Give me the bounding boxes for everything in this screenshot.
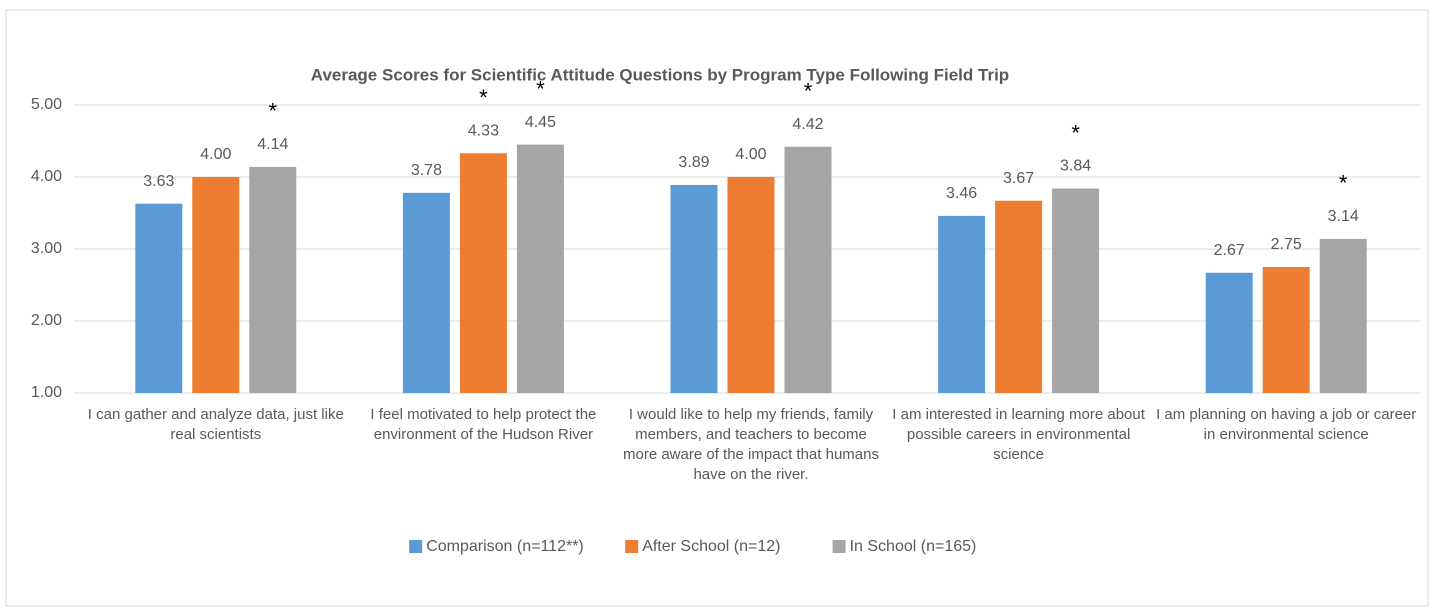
x-tick-label: I feel motivated to help protect the env… — [370, 406, 597, 443]
bar — [727, 177, 775, 393]
y-tick-label: 2.00 — [31, 312, 62, 329]
legend-label: Comparison (n=112**) — [426, 538, 584, 555]
value-label: 3.63 — [143, 173, 174, 190]
value-label: 3.78 — [411, 162, 442, 179]
legend-swatch — [832, 540, 846, 553]
value-label: 3.14 — [1328, 208, 1359, 225]
bar — [516, 144, 564, 393]
value-label: 4.33 — [468, 122, 499, 139]
value-label: 4.14 — [257, 136, 288, 153]
x-tick-label: I am planning on having a job or career … — [1156, 406, 1417, 443]
bar — [938, 215, 986, 393]
bar — [670, 184, 718, 393]
bar — [459, 153, 507, 393]
significance-marker: * — [1339, 171, 1348, 196]
y-tick-label: 3.00 — [31, 240, 62, 257]
value-label: 3.89 — [678, 154, 709, 171]
value-label: 2.75 — [1271, 236, 1302, 253]
bar — [1205, 272, 1253, 393]
x-tick-label: I am interested in learning more about p… — [892, 406, 1145, 463]
chart-title: Average Scores for Scientific Attitude Q… — [311, 65, 1009, 84]
bar — [135, 203, 183, 393]
value-label: 4.00 — [735, 146, 766, 163]
value-label: 2.67 — [1214, 242, 1245, 259]
legend-swatch — [625, 540, 639, 553]
legend-swatch — [409, 540, 423, 553]
value-label: 4.45 — [525, 114, 556, 131]
value-label: 4.42 — [792, 116, 823, 133]
bar — [249, 166, 297, 393]
significance-marker: * — [804, 79, 813, 104]
value-label: 3.46 — [946, 185, 977, 202]
value-label: 3.84 — [1060, 158, 1091, 175]
x-tick-label: I can gather and analyze data, just like… — [87, 406, 344, 443]
x-tick-label: I would like to help my friends, family … — [623, 406, 879, 483]
y-tick-label: 5.00 — [31, 96, 62, 113]
y-tick-label: 4.00 — [31, 168, 62, 185]
value-label: 3.67 — [1003, 170, 1034, 187]
bar — [1319, 238, 1367, 393]
significance-marker: * — [1071, 120, 1080, 145]
legend-label: After School (n=12) — [642, 538, 780, 555]
significance-marker: * — [536, 76, 545, 101]
legend-label: In School (n=165) — [850, 538, 977, 555]
significance-marker: * — [269, 99, 278, 124]
y-tick-label: 1.00 — [31, 384, 62, 401]
bar — [192, 177, 240, 393]
bar — [784, 146, 832, 393]
bar — [1262, 267, 1310, 393]
bar — [1052, 188, 1100, 393]
significance-marker: * — [479, 85, 488, 110]
value-label: 4.00 — [200, 146, 231, 163]
bar — [402, 192, 450, 393]
bar — [995, 200, 1043, 393]
